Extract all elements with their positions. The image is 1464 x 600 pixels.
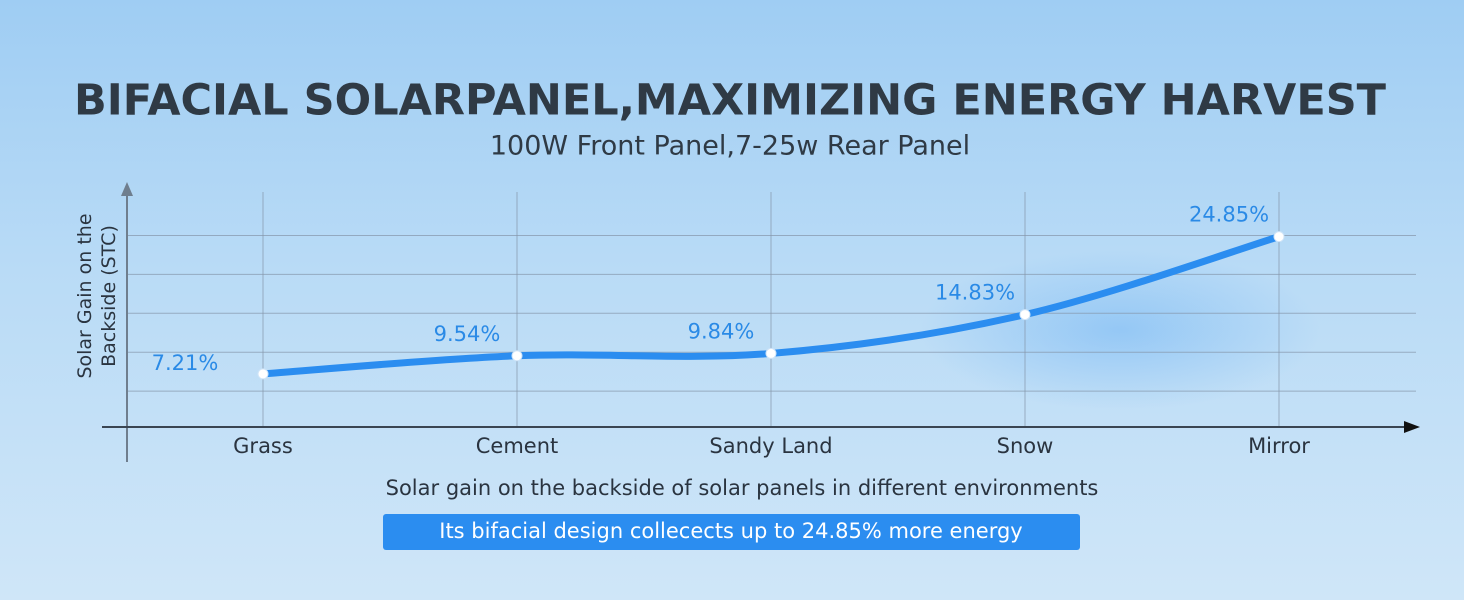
x-tick-label: Cement — [476, 434, 559, 458]
callout-text: Its bifacial design collecects up to 24.… — [439, 519, 1022, 543]
x-axis-arrow — [1404, 421, 1420, 433]
value-label: 7.21% — [152, 351, 219, 375]
y-axis-title: Solar Gain on the Backside (STC) — [74, 213, 120, 379]
point — [1273, 231, 1285, 243]
chart-subtitle: 100W Front Panel,7-25w Rear Panel — [490, 131, 970, 162]
callout-box — [383, 514, 1080, 550]
value-label: 9.54% — [434, 322, 501, 346]
point — [765, 347, 777, 359]
value-label: 14.83% — [935, 281, 1015, 305]
point — [257, 368, 269, 380]
y-axis-arrow — [121, 182, 133, 196]
axes — [102, 182, 1420, 462]
value-label: 9.84% — [688, 319, 755, 343]
x-tick-label: Grass — [233, 434, 293, 458]
chart-title: BIFACIAL SOLARPANEL,MAXIMIZING ENERGY HA… — [74, 76, 1387, 126]
x-tick-label: Mirror — [1248, 434, 1310, 458]
x-tick-label: Sandy Land — [709, 434, 832, 458]
x-axis-title: Solar gain on the backside of solar pane… — [386, 476, 1099, 500]
value-label: 24.85% — [1189, 203, 1269, 227]
glow — [920, 250, 1320, 410]
point — [1019, 309, 1031, 321]
point — [511, 350, 523, 362]
x-tick-label: Snow — [997, 434, 1054, 458]
